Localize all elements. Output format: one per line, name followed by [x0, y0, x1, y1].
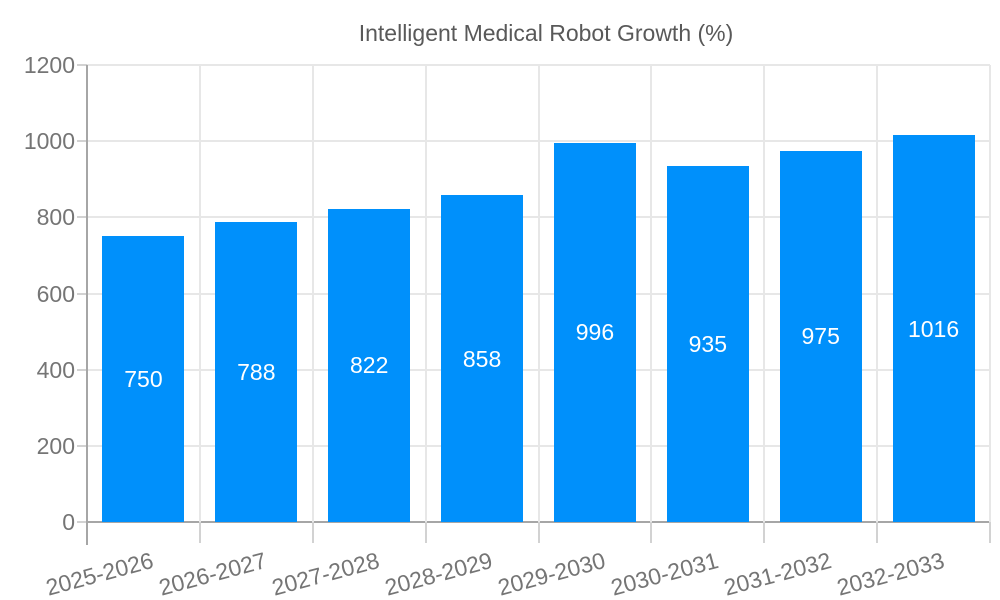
bar-value-label: 975 [801, 323, 840, 350]
bar[interactable] [553, 142, 636, 522]
x-axis-tick [424, 522, 427, 543]
chart-legend[interactable]: Intelligent Medical Robot Growth (%) [0, 20, 1000, 46]
bar[interactable] [779, 150, 862, 522]
y-axis-tick [77, 368, 87, 371]
x-gridline [198, 65, 201, 522]
x-axis-tick [989, 522, 991, 543]
bar[interactable] [328, 208, 411, 522]
y-axis-tick-label: 1200 [23, 52, 75, 78]
y-axis-line [86, 65, 88, 545]
x-axis-tick [876, 522, 879, 543]
bar[interactable] [892, 135, 975, 522]
bar[interactable] [102, 236, 185, 522]
y-axis-tick-label: 600 [36, 280, 75, 307]
x-axis-tick [198, 522, 201, 543]
x-gridline [763, 65, 766, 522]
y-axis-tick [77, 292, 87, 295]
x-gridline [424, 65, 427, 522]
y-axis-tick-label: 0 [62, 509, 75, 535]
plot-area: 0 200 400 600 800 1000 1200 750 2025-2026 788 2026… [24, 52, 991, 600]
y-axis-tick [77, 64, 87, 66]
y-axis-tick-label: 800 [36, 204, 75, 231]
y-axis-tick-label: 1000 [23, 128, 75, 155]
x-axis-tick [763, 522, 766, 543]
bar-value-label: 858 [462, 345, 502, 372]
bar[interactable] [441, 195, 524, 522]
x-gridline [876, 65, 879, 522]
bar-value-label: 788 [237, 358, 276, 385]
bar[interactable] [666, 165, 749, 522]
bar[interactable] [215, 221, 298, 522]
legend-label: Intelligent Medical Robot Growth (%) [358, 19, 734, 46]
bar-value-label: 750 [124, 366, 163, 393]
y-axis-tick [77, 216, 87, 219]
x-axis-tick [650, 522, 653, 543]
x-axis-tick [311, 522, 314, 543]
x-gridline [650, 65, 653, 522]
y-axis-tick [77, 444, 87, 447]
y-axis-tick [77, 521, 87, 523]
legend-swatch-icon [267, 23, 342, 43]
bar-value-label: 1016 [907, 315, 960, 342]
bar-value-label: 822 [350, 352, 389, 379]
y-axis-tick-label: 400 [36, 356, 75, 383]
bar-value-label: 935 [688, 330, 727, 357]
y-axis-tick [77, 140, 87, 143]
x-gridline [537, 65, 540, 522]
bar-value-label: 996 [575, 319, 615, 346]
y-axis-tick-label: 200 [36, 432, 75, 459]
x-axis-tick [537, 522, 540, 543]
x-gridline [989, 65, 991, 522]
x-gridline [311, 65, 314, 522]
